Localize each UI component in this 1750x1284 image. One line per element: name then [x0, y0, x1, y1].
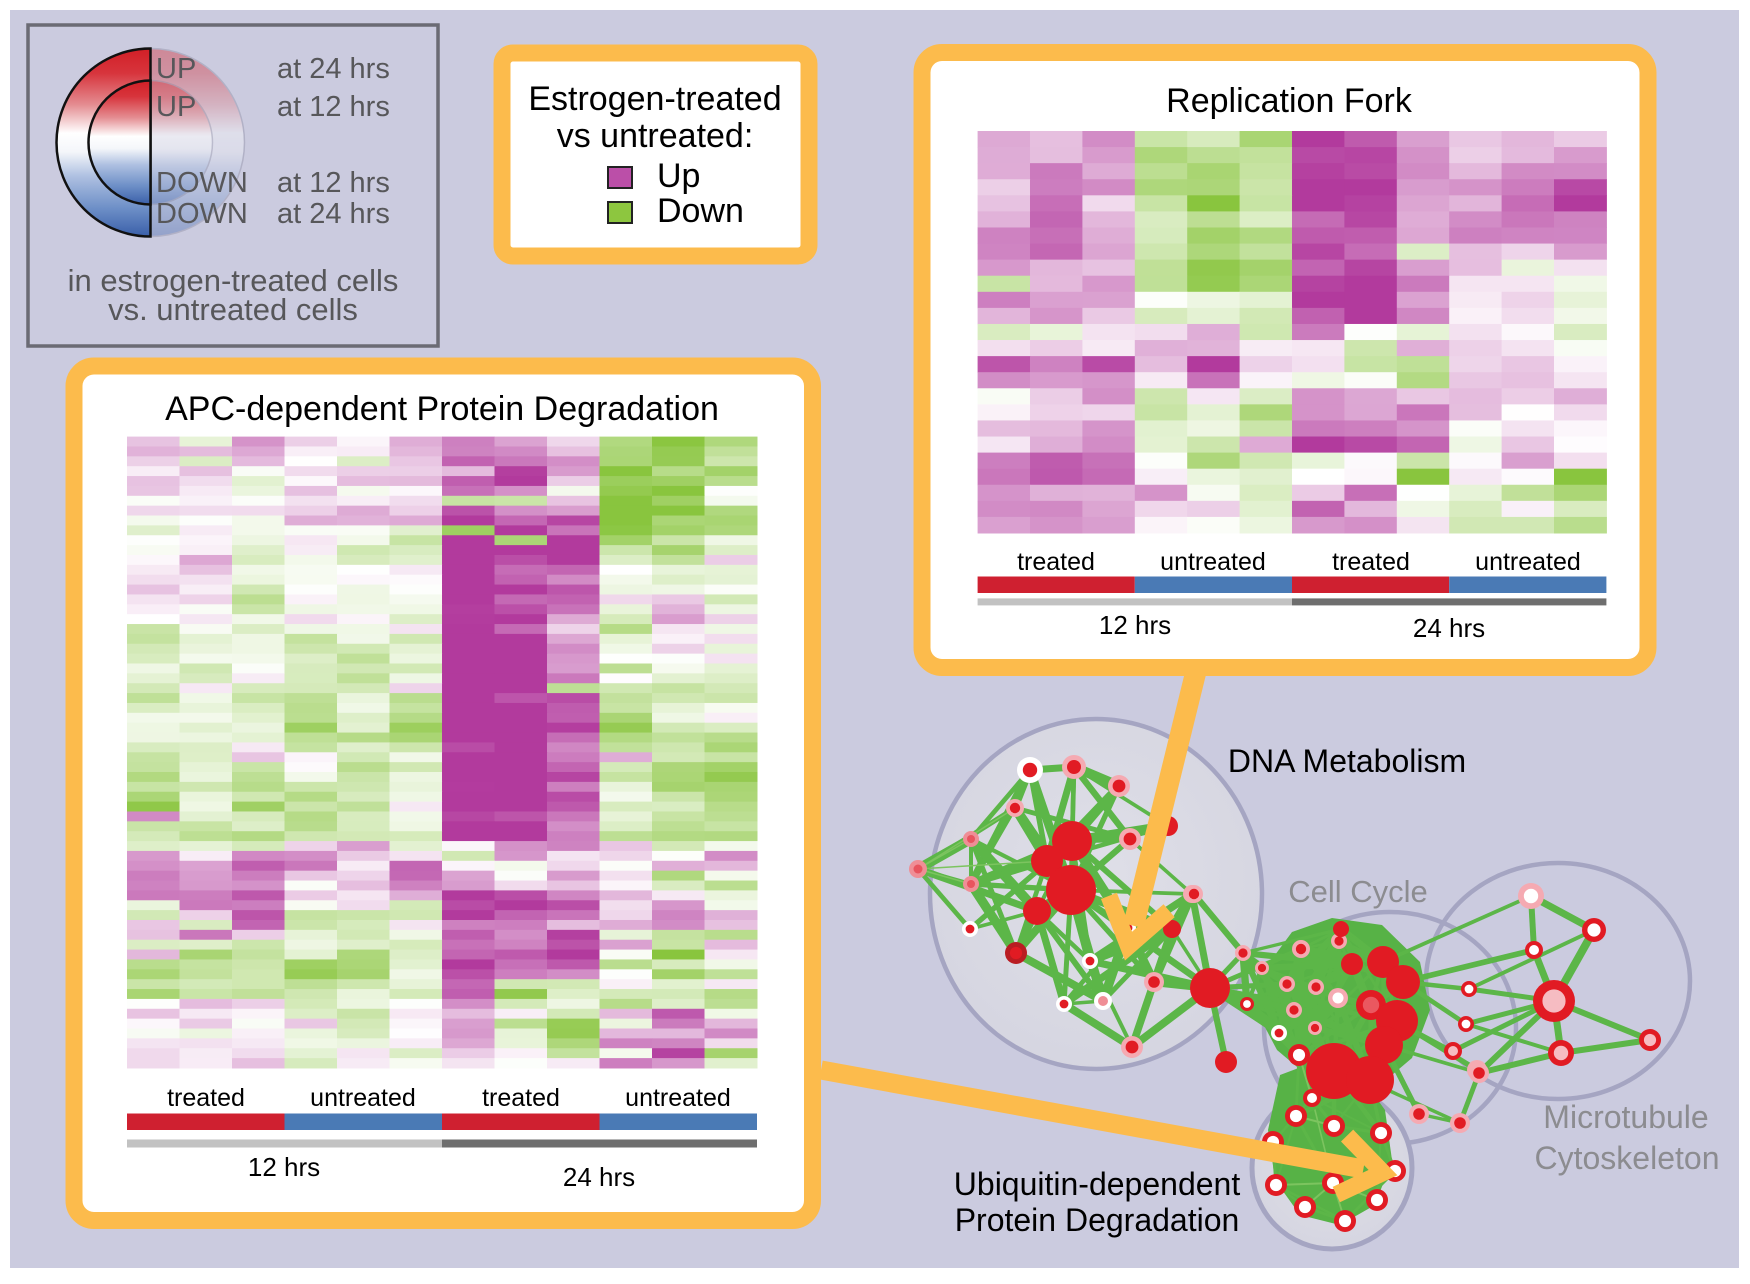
svg-text:Replication Fork: Replication Fork [1166, 82, 1413, 120]
svg-text:untreated: untreated [310, 1084, 416, 1112]
svg-text:at 24 hrs: at 24 hrs [277, 198, 390, 230]
svg-text:UP: UP [156, 53, 196, 85]
svg-text:Up: Up [657, 157, 700, 195]
svg-text:untreated: untreated [1160, 548, 1266, 576]
svg-text:DNA Metabolism: DNA Metabolism [1228, 743, 1466, 779]
svg-text:Estrogen-treated: Estrogen-treated [528, 80, 781, 118]
svg-text:Cytoskeleton: Cytoskeleton [1535, 1140, 1720, 1176]
svg-text:vs. untreated cells: vs. untreated cells [108, 292, 358, 327]
svg-text:treated: treated [1017, 548, 1095, 576]
svg-text:UP: UP [156, 91, 196, 123]
svg-text:24 hrs: 24 hrs [563, 1162, 635, 1192]
svg-text:treated: treated [482, 1084, 560, 1112]
svg-text:Cell Cycle: Cell Cycle [1288, 874, 1428, 909]
svg-text:Microtubule: Microtubule [1543, 1099, 1708, 1135]
svg-text:Ubiquitin-dependent: Ubiquitin-dependent [954, 1166, 1241, 1202]
svg-text:untreated: untreated [625, 1084, 731, 1112]
svg-text:DOWN: DOWN [156, 198, 248, 230]
svg-text:APC-dependent Protein Degradat: APC-dependent Protein Degradation [165, 390, 719, 428]
svg-text:vs untreated:: vs untreated: [557, 117, 754, 155]
svg-text:Down: Down [657, 192, 744, 230]
svg-text:at 12 hrs: at 12 hrs [277, 167, 390, 199]
svg-text:12 hrs: 12 hrs [1099, 610, 1171, 640]
svg-text:untreated: untreated [1475, 548, 1581, 576]
svg-text:Protein Degradation: Protein Degradation [955, 1202, 1240, 1238]
svg-text:at 12 hrs: at 12 hrs [277, 91, 390, 123]
svg-text:in estrogen-treated cells: in estrogen-treated cells [68, 263, 399, 298]
svg-text:treated: treated [167, 1084, 245, 1112]
svg-text:24 hrs: 24 hrs [1413, 613, 1485, 643]
svg-text:12 hrs: 12 hrs [248, 1152, 320, 1182]
svg-text:DOWN: DOWN [156, 167, 248, 199]
svg-text:treated: treated [1332, 548, 1410, 576]
svg-text:at 24 hrs: at 24 hrs [277, 53, 390, 85]
